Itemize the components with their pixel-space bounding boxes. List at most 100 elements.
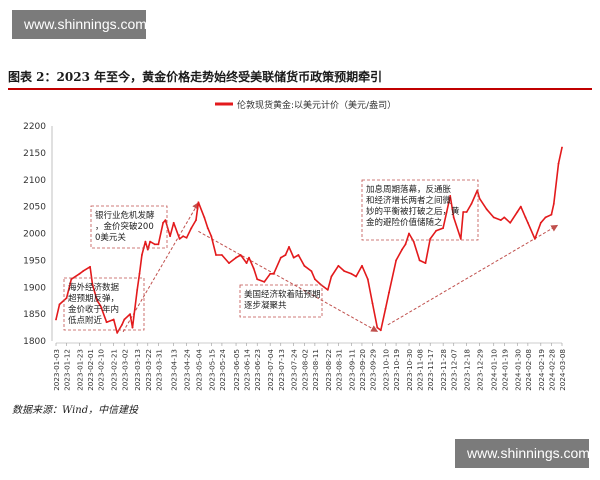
x-tick-label: 2023-08-02 [300,349,309,391]
data-point [355,275,357,278]
data-point [561,146,563,149]
data-point [195,219,197,222]
data-point [157,243,160,246]
data-point [465,211,468,213]
trend-arrows [122,201,559,333]
annotation-text-overseas: 海外经济数据超预期反弹，金价收于年内低点附近 [68,282,120,326]
x-tick-label: 2023-08-31 [334,349,343,391]
data-point [123,318,126,321]
y-tick-label: 1900 [23,283,46,293]
x-tick-label: 2024-03-08 [558,349,567,391]
data-point [544,216,547,219]
data-point [272,272,275,275]
data-source: 数据来源：Wind，中信建投 [12,405,139,416]
x-tick-label: 2023-01-03 [52,349,61,391]
annotation-box-overseas [63,277,145,331]
data-point [388,291,390,294]
data-point [252,267,255,270]
x-tick-label: 2024-02-19 [537,349,546,391]
x-tick-label: 2023-12-29 [476,349,485,391]
data-point [435,229,437,232]
data-point [215,254,217,256]
data-point [445,211,448,213]
x-tick-label: 2023-12-07 [450,349,459,391]
data-point [303,264,306,267]
data-point [105,321,108,324]
trend-arrow [387,224,559,326]
data-point [131,326,134,329]
data-point [297,254,300,256]
x-tick-label: 2023-10-19 [392,349,401,391]
data-point [404,243,407,246]
data-point [379,329,382,332]
data-point [121,324,123,326]
data-point [99,305,102,307]
x-tick-label: 2023-03-31 [154,349,163,391]
data-point [552,203,555,205]
data-point [65,297,68,299]
y-tick-label: 2100 [23,176,46,186]
watermark-top: www.shinnings.com [12,10,147,39]
x-tick-label: 2024-01-30 [513,349,522,391]
x-tick-label: 2023-04-24 [183,349,192,391]
data-point [190,227,193,230]
y-tick-label: 1850 [23,310,46,320]
data-point [503,216,506,219]
data-point [129,313,132,315]
data-point [197,201,200,204]
data-point [288,246,290,248]
x-tick-label: 2023-10-30 [405,349,414,391]
data-point [245,262,248,264]
x-tick-label: 2023-11-17 [426,349,435,391]
data-point [169,235,172,238]
x-tick-label: 2023-01-12 [63,349,72,391]
y-tick-label: 2050 [23,203,46,213]
data-point [499,219,502,222]
data-point [292,256,295,259]
data-point [401,248,403,251]
data-point [376,326,379,329]
chart-legend: 伦敦现货黄金:以美元计价（美元/盎司） [215,99,396,111]
annotation-box-soft-landing [239,284,323,318]
data-point [366,278,369,281]
data-point [263,281,266,283]
data-point [361,264,363,267]
x-tick-label: 2023-07-13 [277,349,286,391]
annotations: 海外经济数据超预期反弹，金价收于年内低点附近 银行业危机发酵，金价突破200 0美元… [63,179,479,331]
series-points [55,146,563,334]
x-tick-label: 2023-05-04 [194,349,203,391]
x-tick-label: 2023-05-24 [218,349,227,391]
data-point [371,302,374,305]
data-point [326,289,329,291]
data-point [221,254,223,256]
data-point [524,216,527,219]
x-tick-label: 2023-09-29 [369,349,378,391]
data-point [178,238,181,240]
data-point [138,272,141,275]
data-point [516,211,519,213]
data-point [279,256,282,259]
data-point [162,221,165,224]
data-point [210,235,213,238]
data-point [337,264,340,267]
data-point [408,232,410,235]
data-point [442,227,444,230]
data-point [519,205,522,208]
data-point [153,243,156,246]
data-point [557,162,560,165]
data-point [112,318,115,321]
data-point [96,299,99,302]
data-point [534,238,536,240]
data-point [141,254,143,256]
x-tick-label: 2023-03-22 [144,349,153,391]
x-tick-label: 2023-08-22 [324,349,333,391]
data-point [172,221,175,224]
data-point [58,303,61,306]
annotation-box-bank-crisis [90,205,168,249]
x-tick-label: 2023-04-13 [170,349,179,391]
data-point [185,236,188,239]
x-tick-label: 2023-10-10 [381,349,390,391]
y-tick-label: 1800 [23,337,46,347]
x-tick-label: 2023-11-08 [416,349,425,391]
x-tick-label: 2024-01-10 [490,349,499,391]
